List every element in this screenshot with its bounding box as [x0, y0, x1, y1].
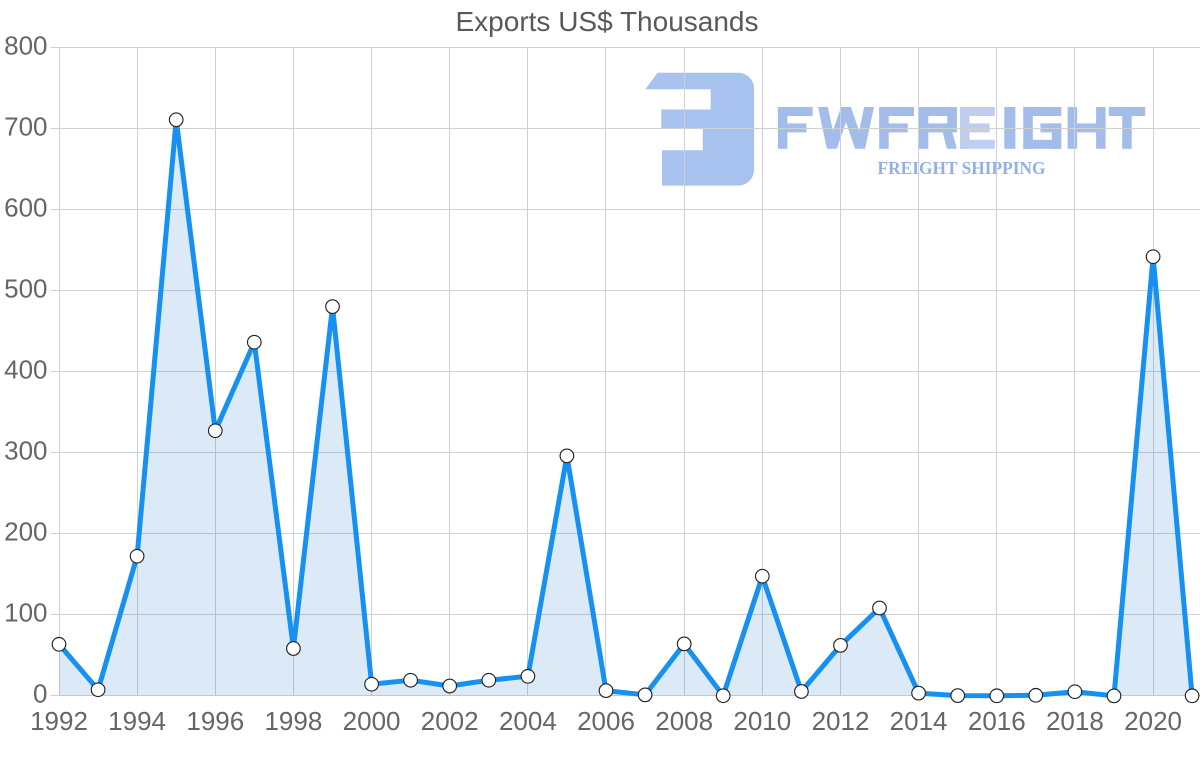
- svg-text:2006: 2006: [577, 706, 635, 736]
- svg-text:700: 700: [4, 112, 47, 142]
- svg-text:2000: 2000: [343, 706, 401, 736]
- svg-text:FREIGHT SHIPPING: FREIGHT SHIPPING: [878, 158, 1046, 178]
- svg-text:100: 100: [4, 598, 47, 628]
- svg-text:400: 400: [4, 355, 47, 385]
- svg-text:1996: 1996: [186, 706, 244, 736]
- svg-text:0: 0: [33, 679, 47, 709]
- svg-text:200: 200: [4, 517, 47, 547]
- svg-text:2016: 2016: [968, 706, 1026, 736]
- svg-text:2012: 2012: [812, 706, 870, 736]
- svg-text:2010: 2010: [733, 706, 791, 736]
- svg-text:2004: 2004: [499, 706, 557, 736]
- svg-text:800: 800: [4, 31, 47, 61]
- svg-text:2020: 2020: [1124, 706, 1182, 736]
- svg-text:Exports US$ Thousands: Exports US$ Thousands: [456, 6, 759, 37]
- svg-text:2014: 2014: [890, 706, 948, 736]
- svg-text:500: 500: [4, 274, 47, 304]
- svg-text:600: 600: [4, 193, 47, 223]
- svg-text:1994: 1994: [108, 706, 166, 736]
- svg-text:2018: 2018: [1046, 706, 1104, 736]
- svg-text:1998: 1998: [264, 706, 322, 736]
- svg-text:2002: 2002: [421, 706, 479, 736]
- svg-text:2008: 2008: [655, 706, 713, 736]
- svg-text:300: 300: [4, 436, 47, 466]
- svg-text:1992: 1992: [30, 706, 88, 736]
